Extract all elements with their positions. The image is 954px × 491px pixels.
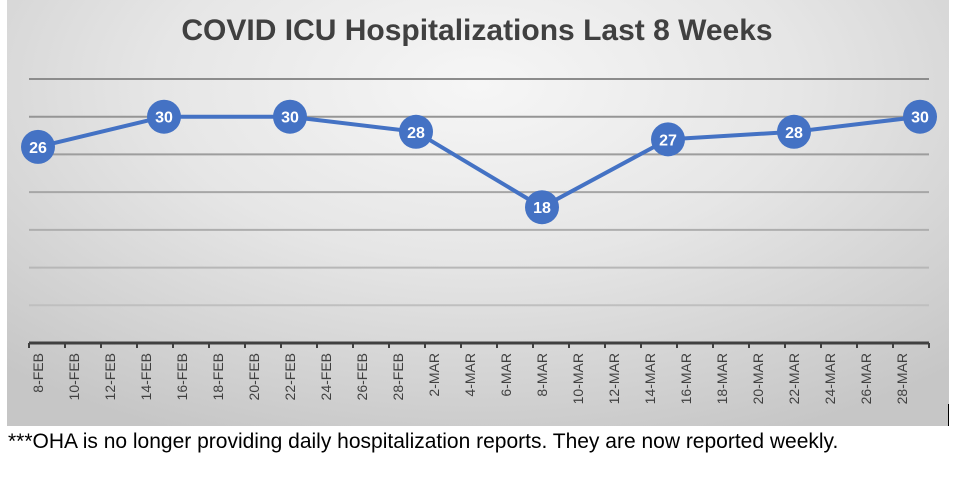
data-point [651, 122, 685, 157]
x-tick-label: 16-FEB [174, 353, 190, 400]
data-label: 18 [533, 200, 551, 217]
data-point [777, 114, 811, 149]
x-tick-label: 20-FEB [246, 353, 262, 400]
x-tick-label: 14-MAR [642, 353, 658, 404]
series-line [37, 114, 921, 210]
x-tick-label: 8-FEB [30, 353, 46, 393]
x-tick-label: 28-MAR [894, 353, 910, 404]
data-label: 26 [29, 140, 47, 157]
data-label: 30 [911, 110, 929, 127]
x-tick-label: 10-FEB [66, 353, 82, 400]
data-label: 28 [407, 125, 425, 142]
x-tick-label: 22-FEB [282, 353, 298, 400]
data-label: 28 [785, 125, 803, 142]
x-tick-label: 22-MAR [786, 353, 802, 404]
footnote: ***OHA is no longer providing daily hosp… [8, 430, 839, 453]
x-tick-label: 28-FEB [390, 353, 406, 400]
data-point [147, 99, 181, 134]
x-tick-label: 2-MAR [426, 353, 442, 397]
data-point [21, 129, 55, 164]
line-chart: 8-FEB 10-FEB 12-FEB 14-FEB 16-FEB 18-FEB 20-FE… [21, 78, 937, 404]
data-label: 30 [155, 110, 173, 127]
x-tick-label: 24-MAR [822, 353, 838, 404]
x-tick-label: 16-MAR [678, 353, 694, 404]
x-tick-label: 10-MAR [570, 353, 586, 404]
chart-area [7, 0, 949, 426]
chart-title: COVID ICU Hospitalizations Last 8 Weeks [181, 14, 773, 47]
data-label: 30 [281, 110, 299, 127]
x-tick-label: 6-MAR [498, 353, 514, 397]
x-tick-label: 14-FEB [138, 353, 154, 400]
x-tick-label: 4-MAR [462, 353, 478, 397]
x-tick-label: 12-FEB [102, 353, 118, 400]
data-point [903, 99, 937, 134]
x-tick-label: 12-MAR [606, 353, 622, 404]
data-point [399, 114, 433, 149]
border-line [948, 404, 949, 426]
x-tick-label: 26-FEB [354, 353, 370, 400]
x-tick-label: 18-MAR [714, 353, 730, 404]
x-tick-label: 18-FEB [210, 353, 226, 400]
x-tick-label: 24-FEB [318, 353, 334, 400]
data-point [525, 190, 559, 225]
x-tick-label: 20-MAR [750, 353, 766, 404]
data-point [273, 99, 307, 134]
x-tick-label: 26-MAR [858, 353, 874, 404]
data-label: 27 [659, 132, 677, 149]
x-tick-label: 8-MAR [534, 353, 550, 397]
